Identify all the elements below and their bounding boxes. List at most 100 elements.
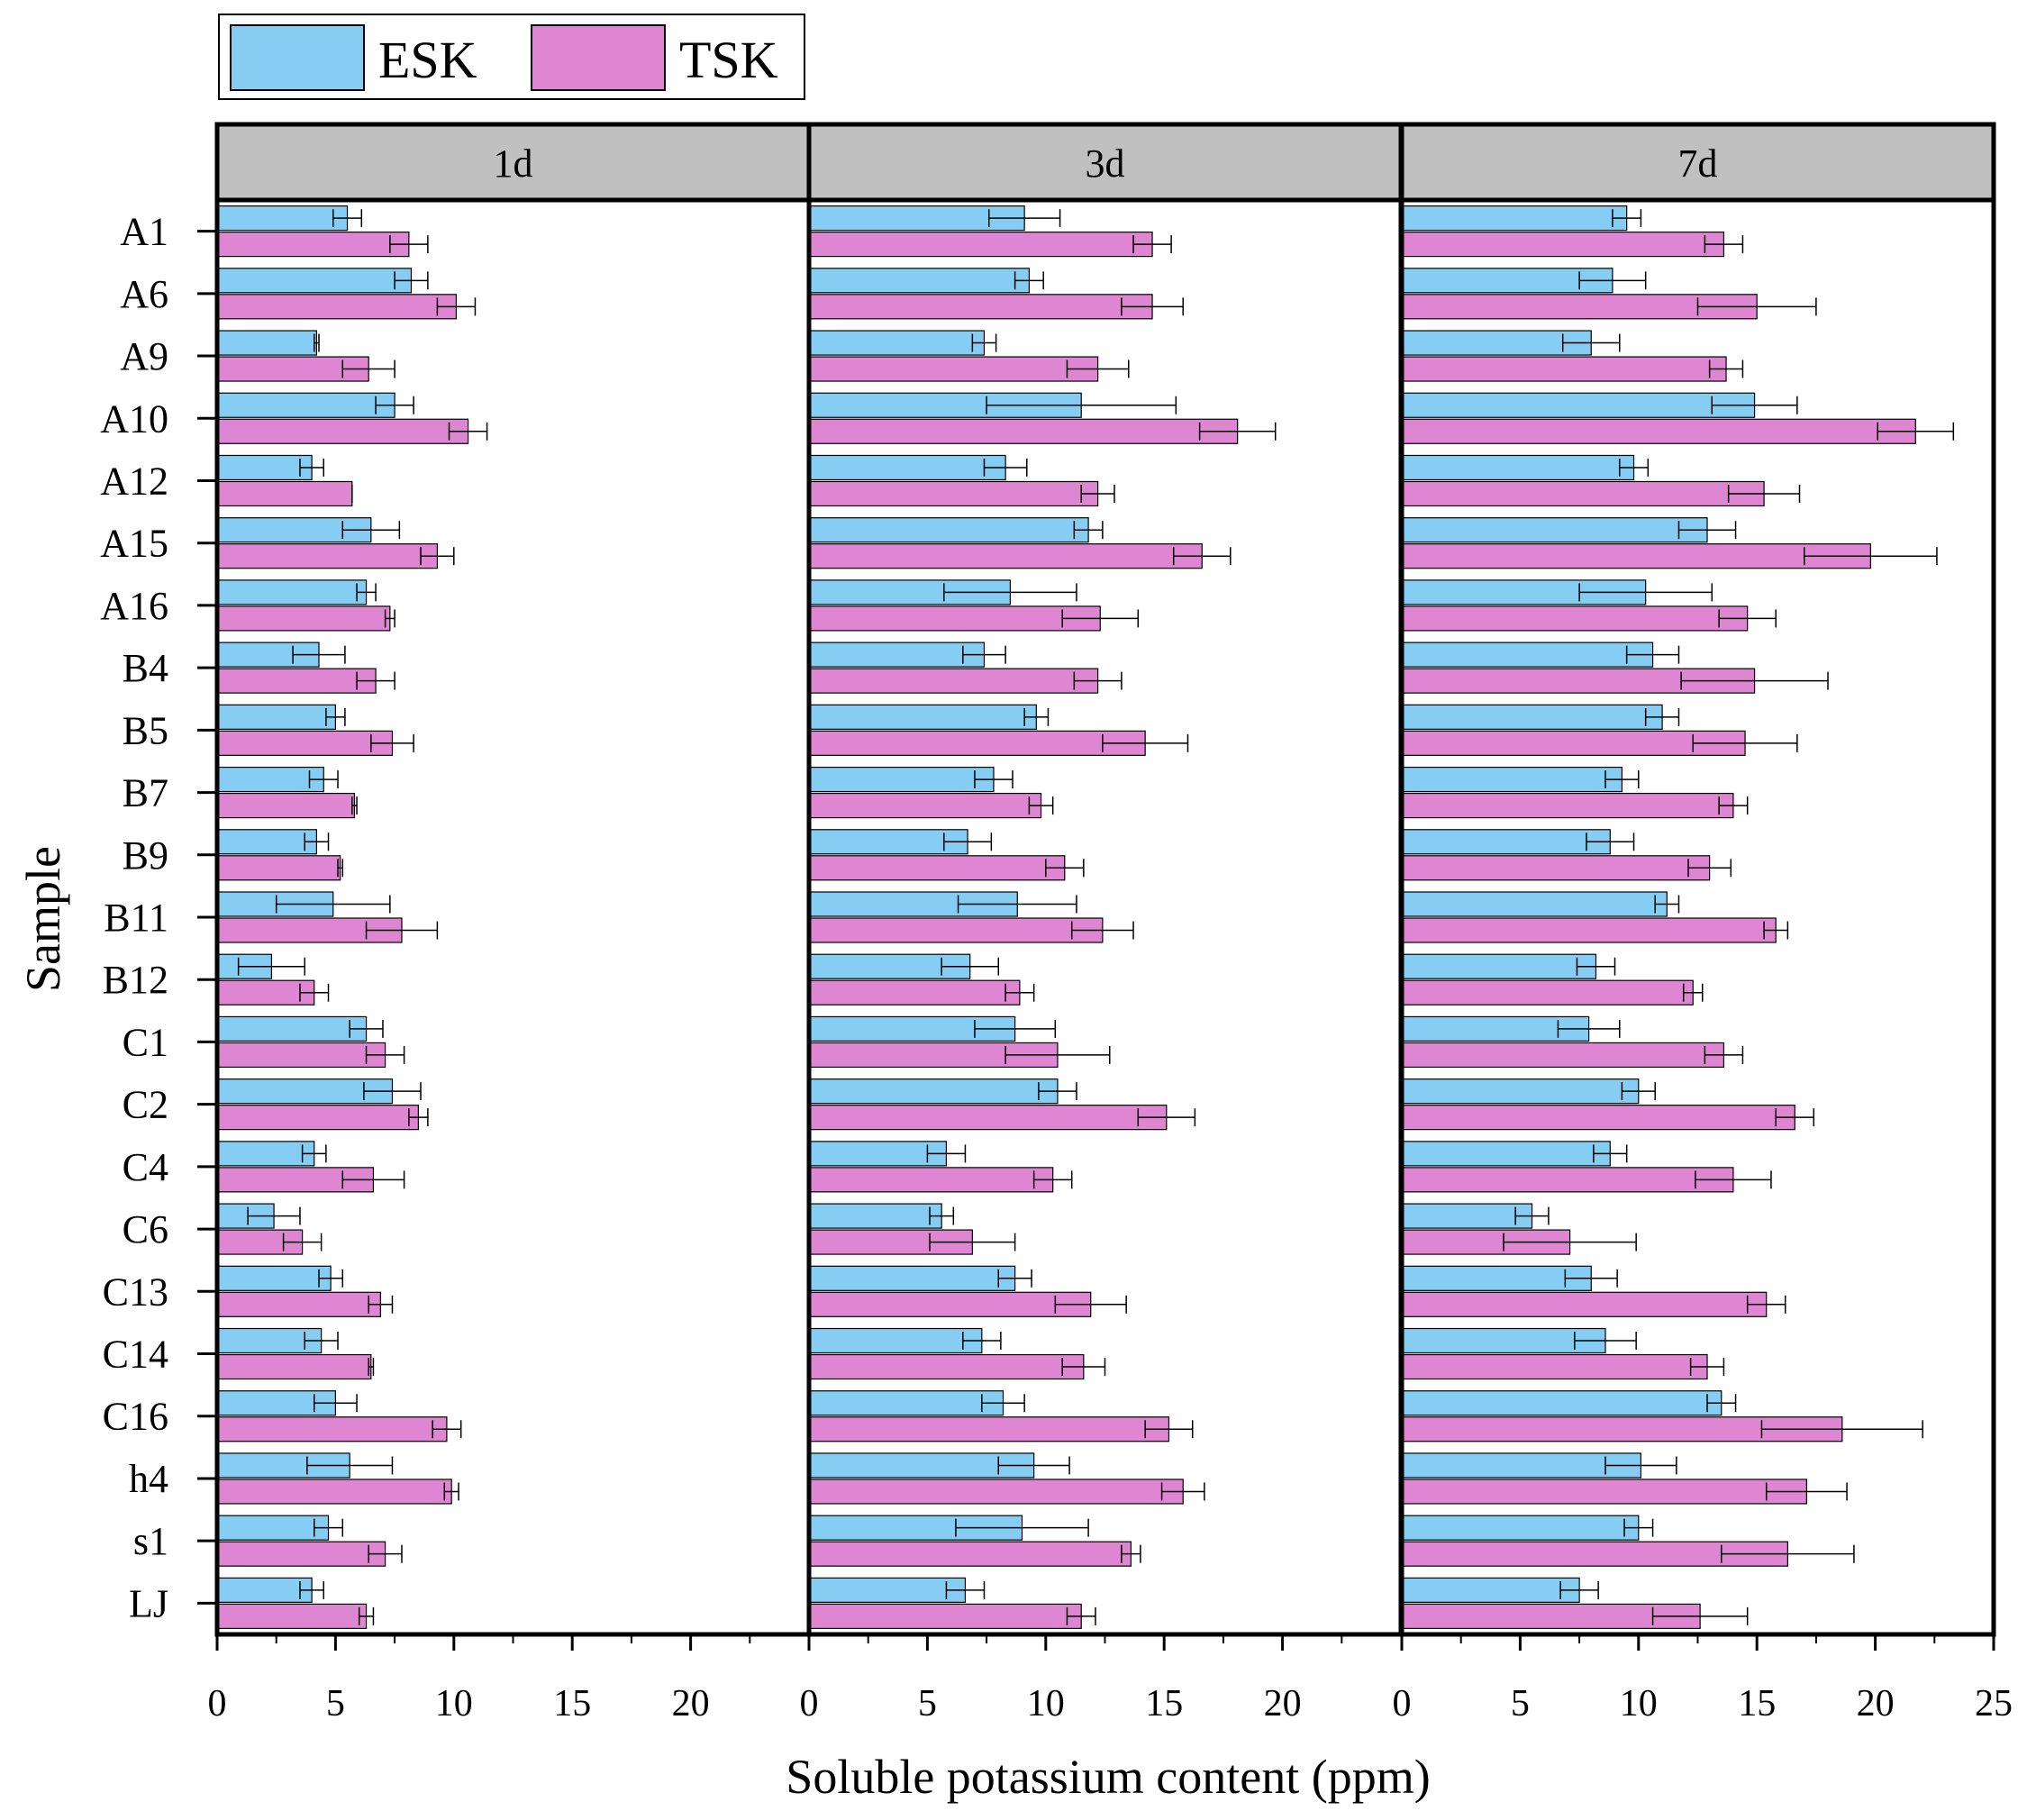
panel-header-3d <box>809 124 1401 200</box>
bar-3d-b5-tsk <box>808 730 1146 756</box>
bar-1d-a10-esk <box>216 392 395 418</box>
bar-1d-c13-esk <box>216 1265 332 1291</box>
bar-7d-b7-tsk <box>1401 792 1734 819</box>
panel-title-7d: 7d <box>1678 141 1718 186</box>
bar-7d-b12-tsk <box>1401 979 1694 1006</box>
category-label-s1: s1 <box>133 1519 168 1563</box>
bar-7d-a12-tsk <box>1401 480 1765 507</box>
bar-3d-a6-tsk <box>808 294 1153 320</box>
bar-3d-a12-tsk <box>808 480 1099 507</box>
bar-1d-c2-esk <box>216 1078 394 1105</box>
bar-3d-c6-esk <box>808 1203 942 1229</box>
bar-1d-a16-tsk <box>216 605 391 632</box>
category-label-c4: C4 <box>123 1145 168 1189</box>
category-label-a16: A16 <box>100 584 168 628</box>
x-tick-label-1d-15: 15 <box>553 1683 591 1724</box>
category-label-a1: A1 <box>120 210 168 254</box>
category-label-c1: C1 <box>123 1020 168 1064</box>
legend: ESK TSK <box>218 14 805 100</box>
bar-7d-c13-esk <box>1401 1265 1592 1291</box>
bar-3d-b7-tsk <box>808 792 1042 819</box>
bar-7d-a9-esk <box>1401 330 1592 356</box>
bar-7d-a10-esk <box>1401 392 1756 418</box>
bar-1d-a6-tsk <box>216 294 458 320</box>
bar-3d-b11-tsk <box>808 917 1104 943</box>
bar-1d-c4-esk <box>216 1141 315 1167</box>
bar-1d-b4-tsk <box>216 668 377 694</box>
panel-title-1d: 1d <box>494 141 533 186</box>
bar-3d-c4-tsk <box>808 1167 1054 1193</box>
x-tick-label-1d-0: 0 <box>208 1683 227 1724</box>
bar-7d-b5-esk <box>1401 704 1663 730</box>
x-tick-label-7d-25: 25 <box>1975 1683 2013 1724</box>
category-label-c13: C13 <box>103 1269 168 1314</box>
category-label-h4: h4 <box>129 1457 168 1501</box>
bar-3d-a15-tsk <box>808 543 1203 569</box>
x-tick-label-3d-5: 5 <box>918 1683 937 1724</box>
bar-3d-c13-esk <box>808 1265 1016 1291</box>
bar-3d-lj-esk <box>808 1577 967 1603</box>
bar-3d-c2-tsk <box>808 1105 1168 1131</box>
bar-1d-a9-esk <box>216 330 317 356</box>
category-label-c14: C14 <box>103 1333 168 1377</box>
category-label-b9: B9 <box>123 833 168 878</box>
bar-1d-a16-esk <box>216 579 368 605</box>
bar-7d-b12-esk <box>1401 953 1597 979</box>
x-axis-title: Soluble potassium content (ppm) <box>786 1750 1430 1804</box>
category-label-c2: C2 <box>123 1083 168 1127</box>
panel-header-7d <box>1402 124 1994 200</box>
panel-title-3d: 3d <box>1086 141 1125 186</box>
bar-7d-c4-tsk <box>1401 1167 1734 1193</box>
legend-swatch-esk <box>230 24 365 91</box>
bar-7d-a15-tsk <box>1401 543 1871 569</box>
bar-1d-a1-tsk <box>216 232 410 258</box>
bar-1d-a12-tsk <box>216 480 353 507</box>
bar-3d-a12-esk <box>808 454 1006 481</box>
category-label-b11: B11 <box>104 896 168 940</box>
category-label-a6: A6 <box>120 272 168 316</box>
bar-1d-c1-esk <box>216 1015 368 1042</box>
legend-swatch-tsk <box>531 24 666 91</box>
bar-3d-c4-esk <box>808 1141 948 1167</box>
bar-1d-c13-tsk <box>216 1291 381 1317</box>
category-label-c16: C16 <box>103 1395 168 1439</box>
bar-7d-c13-tsk <box>1401 1291 1768 1317</box>
bar-3d-c16-esk <box>808 1390 1004 1416</box>
bar-3d-c2-esk <box>808 1078 1059 1105</box>
category-label-b5: B5 <box>123 708 168 752</box>
category-label-lj: LJ <box>129 1581 168 1625</box>
bar-7d-b11-tsk <box>1401 917 1777 943</box>
bar-7d-a12-esk <box>1401 454 1635 481</box>
bar-3d-a16-tsk <box>808 605 1101 632</box>
x-tick-label-1d-20: 20 <box>672 1683 710 1724</box>
bar-7d-c4-esk <box>1401 1141 1611 1167</box>
x-tick-label-3d-0: 0 <box>800 1683 819 1724</box>
category-label-a10: A10 <box>100 396 168 441</box>
bar-1d-s1-tsk <box>216 1541 386 1567</box>
bar-7d-c16-esk <box>1401 1390 1722 1416</box>
category-label-b12: B12 <box>103 958 168 1002</box>
bar-3d-b5-esk <box>808 704 1037 730</box>
bar-1d-a10-tsk <box>216 418 469 444</box>
bar-3d-h4-esk <box>808 1452 1035 1479</box>
bar-1d-lj-esk <box>216 1577 313 1603</box>
bar-3d-a10-tsk <box>808 418 1239 444</box>
x-tick-label-3d-15: 15 <box>1145 1683 1183 1724</box>
bar-3d-b4-tsk <box>808 668 1099 694</box>
bar-3d-b9-tsk <box>808 855 1066 881</box>
bar-7d-a16-tsk <box>1401 605 1749 632</box>
bar-7d-a1-esk <box>1401 205 1628 232</box>
panel-7d: 7d 0 5 10 15 20 25 <box>1393 122 2013 1724</box>
x-tick-label-3d-20: 20 <box>1264 1683 1302 1724</box>
bar-1d-a12-esk <box>216 454 313 481</box>
x-tick-label-7d-0: 0 <box>1393 1683 1412 1724</box>
bar-7d-b11-esk <box>1401 891 1668 917</box>
bar-7d-b5-tsk <box>1401 730 1746 756</box>
bar-3d-b7-esk <box>808 766 995 793</box>
bar-1d-c1-tsk <box>216 1042 386 1069</box>
bar-3d-h4-tsk <box>808 1479 1184 1505</box>
x-tick-label-3d-10: 10 <box>1027 1683 1065 1724</box>
bar-3d-s1-tsk <box>808 1541 1132 1567</box>
bar-1d-b7-tsk <box>216 792 356 819</box>
